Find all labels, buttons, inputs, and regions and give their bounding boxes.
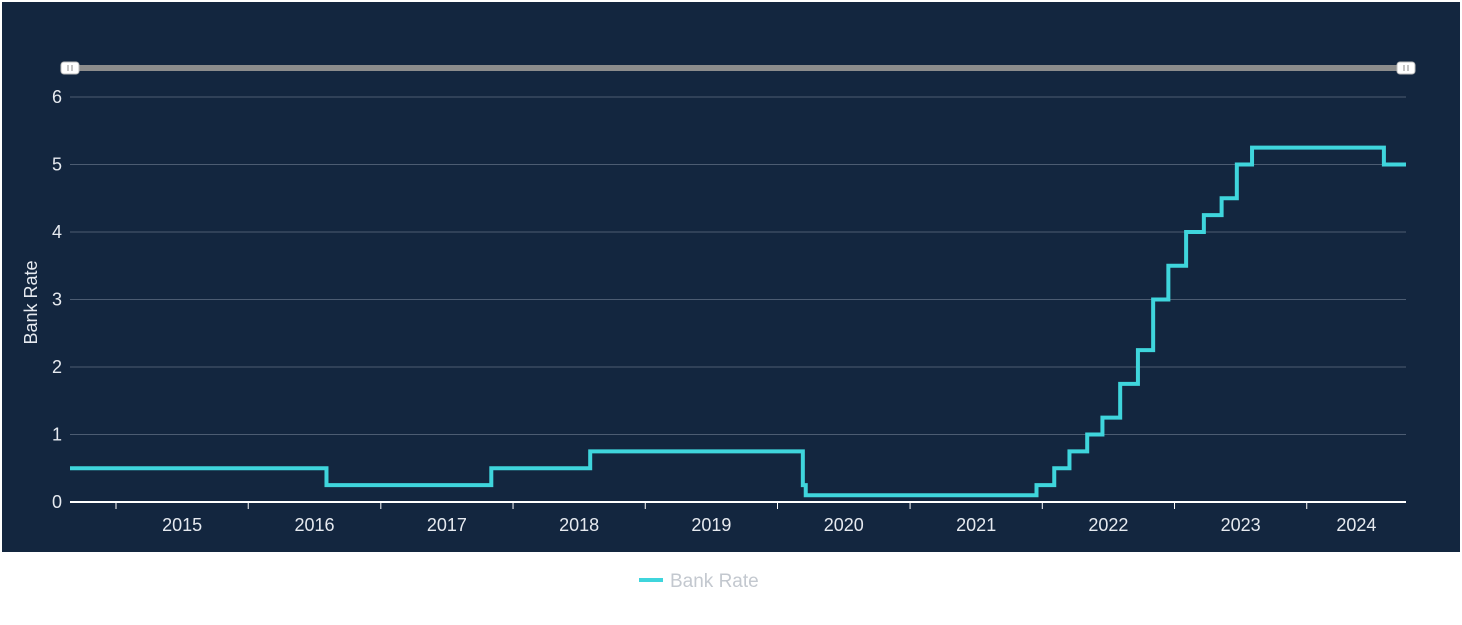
x-tick-label: 2023 xyxy=(1221,515,1261,535)
y-tick-label: 3 xyxy=(52,290,62,310)
x-tick-label: 2017 xyxy=(427,515,467,535)
legend-label: Bank Rate xyxy=(670,571,759,592)
x-tick-label: 2016 xyxy=(294,515,334,535)
y-axis-title: Bank Rate xyxy=(21,260,41,344)
x-tick-label: 2021 xyxy=(956,515,996,535)
y-tick-label: 0 xyxy=(52,492,62,512)
y-axis: 0 1 2 3 4 5 6 xyxy=(52,87,62,512)
y-tick-label: 2 xyxy=(52,357,62,377)
x-tick-label: 2024 xyxy=(1336,515,1376,535)
legend-item[interactable]: Bank Rate xyxy=(639,571,759,592)
y-tick-label: 6 xyxy=(52,87,62,107)
x-tick-label: 2019 xyxy=(691,515,731,535)
y-tick-label: 4 xyxy=(52,222,62,242)
y-tick-label: 5 xyxy=(52,155,62,175)
legend[interactable]: Bank Rate xyxy=(639,571,759,592)
gridlines xyxy=(70,96,1406,435)
series-layer xyxy=(70,145,1406,498)
chart-background xyxy=(2,2,1460,552)
x-tick-label: 2020 xyxy=(824,515,864,535)
y-tick-label: 1 xyxy=(52,425,62,445)
series-line-bank-rate xyxy=(70,145,1406,498)
x-axis: 2015 2016 2017 2018 2019 2020 2021 2022 2023 2024 xyxy=(70,501,1406,535)
range-slider-end-handle[interactable] xyxy=(1396,61,1416,75)
range-slider-start-handle[interactable] xyxy=(60,61,80,75)
x-tick-label: 2015 xyxy=(162,515,202,535)
x-tick-label: 2022 xyxy=(1088,515,1128,535)
x-tick-label: 2018 xyxy=(559,515,599,535)
range-slider[interactable] xyxy=(60,61,1416,75)
